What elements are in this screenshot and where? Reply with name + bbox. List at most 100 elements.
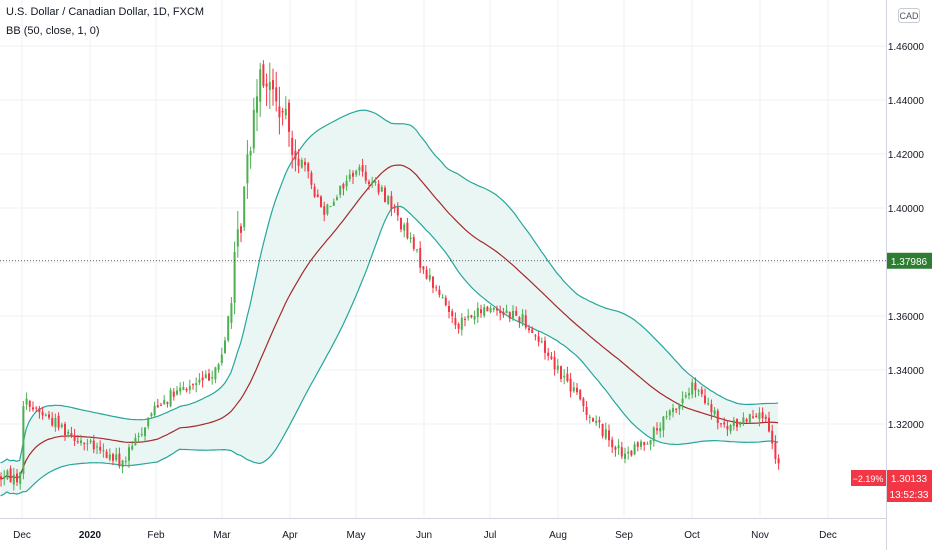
candle-body [118, 453, 121, 467]
candle-body [28, 400, 31, 407]
crosshair-tag [887, 252, 932, 269]
candle-body [380, 187, 383, 192]
candle-body [67, 431, 70, 434]
candle-body [281, 110, 284, 113]
candle-body [620, 447, 623, 457]
countdown-tag [887, 486, 932, 502]
candle-body [291, 137, 294, 155]
candle-body [220, 354, 223, 363]
candle-body [409, 237, 412, 239]
candle-body [169, 390, 172, 407]
candle-body [608, 430, 610, 441]
candle-body [99, 446, 102, 451]
candle-body [185, 388, 188, 391]
candle-body [19, 472, 22, 484]
candle-body [25, 398, 28, 405]
candle-body [521, 314, 524, 323]
candle-body [480, 309, 482, 314]
candle-body [284, 108, 287, 116]
candle-body [438, 289, 441, 295]
candle-body [108, 454, 111, 460]
candle-body [278, 106, 281, 118]
candle-body [393, 206, 396, 209]
candle-body [332, 201, 335, 206]
candle-body [83, 442, 86, 444]
candle-body [153, 405, 156, 416]
candles-group [0, 60, 780, 491]
candle-body [720, 423, 722, 425]
candle-body [406, 222, 409, 239]
candle-body [419, 248, 422, 268]
x-tick-label: Sep [615, 530, 633, 541]
candle-body [243, 186, 246, 228]
candle-body [560, 366, 562, 380]
candle-body [492, 308, 495, 311]
candle-body [403, 224, 406, 231]
candle-body [80, 440, 82, 444]
x-tick-label: Nov [751, 530, 769, 541]
candle-body [307, 163, 310, 172]
y-tick-label: 1.46000 [888, 42, 925, 53]
crosshair-price: 1.37986 [891, 257, 928, 268]
candle-body [428, 274, 431, 280]
candle-body [342, 184, 345, 189]
currency-badge[interactable]: CAD [898, 8, 920, 23]
candle-body [713, 410, 716, 415]
candle-body [678, 404, 681, 410]
candle-body [531, 329, 534, 333]
y-tick-label: 1.32000 [888, 420, 925, 431]
candle-body [377, 183, 380, 193]
candle-body [272, 80, 274, 90]
bb-upper-line [0, 109, 779, 464]
candle-body [240, 226, 242, 233]
candle-body [544, 340, 546, 353]
candle-body [297, 158, 300, 166]
candle-body [761, 412, 764, 419]
candle-body [348, 174, 351, 180]
candle-body [339, 185, 342, 195]
candle-body [51, 417, 54, 426]
change-tag [851, 470, 886, 486]
candle-body [582, 398, 585, 407]
candle-body [6, 470, 9, 479]
candle-body [361, 165, 364, 172]
candle-body [665, 416, 668, 418]
candle-body [668, 410, 671, 416]
candle-body [643, 441, 646, 446]
x-tick-label: Jul [484, 530, 497, 541]
candle-body [723, 422, 726, 425]
candle-body [208, 373, 210, 381]
x-tick-label: 2020 [79, 530, 102, 541]
candle-body [566, 373, 569, 382]
candle-body [470, 315, 473, 318]
candle-body [748, 414, 751, 423]
candle-body [92, 440, 95, 450]
candle-body [310, 172, 313, 185]
candle-body [704, 395, 706, 404]
candle-body [364, 171, 367, 181]
candle-body [358, 167, 361, 171]
candle-body [259, 69, 262, 102]
chart-title: U.S. Dollar / Canadian Dollar, 1D, FXCM [6, 6, 205, 18]
candle-body [57, 415, 60, 428]
candle-body [73, 435, 76, 441]
candle-body [524, 315, 527, 328]
candle-body [137, 435, 140, 437]
candle-body [336, 197, 338, 200]
candle-body [553, 357, 556, 370]
candle-body [454, 318, 457, 325]
x-tick-label: May [347, 530, 366, 541]
candle-body [316, 194, 319, 198]
candle-body [387, 196, 390, 204]
candle-body [540, 341, 543, 343]
candle-body [144, 427, 146, 437]
x-tick-label: Feb [147, 530, 165, 541]
candle-body [156, 405, 159, 408]
candle-body [422, 266, 425, 270]
candle-body [182, 387, 185, 390]
candle-body [35, 407, 38, 409]
candle-body [547, 352, 550, 357]
candle-body [627, 451, 630, 454]
